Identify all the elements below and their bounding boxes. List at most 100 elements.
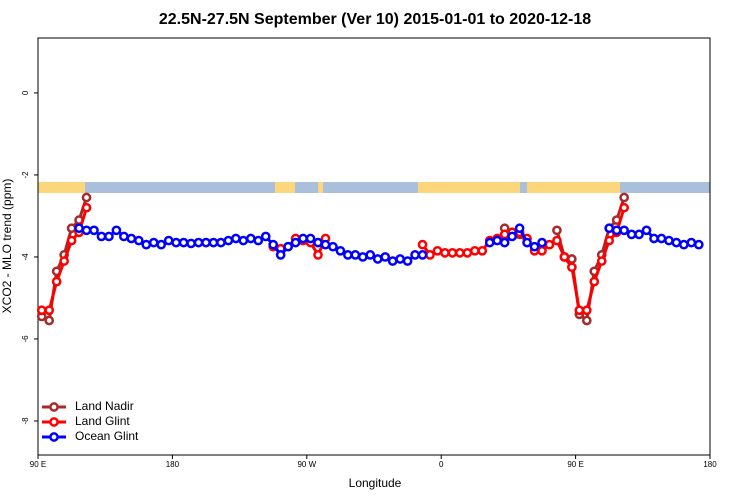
point bbox=[81, 192, 92, 203]
point bbox=[432, 245, 443, 256]
point bbox=[552, 225, 562, 236]
point bbox=[499, 237, 510, 248]
point bbox=[193, 237, 204, 248]
mask-land bbox=[527, 182, 620, 193]
point bbox=[626, 229, 637, 240]
x-tick-label: 90 E bbox=[567, 460, 583, 469]
point bbox=[290, 237, 301, 248]
point bbox=[216, 237, 226, 248]
point bbox=[440, 248, 450, 258]
point bbox=[552, 235, 562, 246]
point bbox=[417, 250, 428, 260]
point bbox=[537, 237, 547, 248]
point bbox=[178, 237, 189, 248]
point bbox=[81, 202, 92, 213]
point bbox=[357, 252, 368, 262]
point bbox=[619, 192, 629, 203]
point bbox=[537, 245, 547, 256]
point bbox=[693, 239, 704, 250]
point bbox=[313, 237, 323, 248]
point bbox=[462, 248, 473, 258]
x-axis-label: Longitude bbox=[349, 476, 402, 490]
point bbox=[186, 238, 196, 249]
y-tick-label: -8 bbox=[21, 417, 30, 425]
point bbox=[44, 315, 55, 326]
point bbox=[208, 237, 219, 248]
point bbox=[268, 239, 279, 250]
point bbox=[395, 254, 405, 264]
point bbox=[133, 235, 144, 246]
point bbox=[387, 256, 398, 266]
point bbox=[343, 250, 353, 260]
mask-land bbox=[275, 182, 295, 193]
point bbox=[604, 235, 615, 246]
legend-label: Ocean Glint bbox=[75, 429, 139, 443]
point bbox=[484, 237, 495, 248]
point bbox=[171, 237, 181, 248]
mask-land bbox=[318, 182, 323, 193]
point bbox=[596, 256, 607, 266]
point bbox=[604, 223, 615, 234]
point bbox=[589, 276, 600, 287]
y-tick-label: -6 bbox=[21, 335, 30, 343]
point bbox=[469, 245, 480, 256]
x-tick-label: 180 bbox=[703, 460, 717, 469]
point bbox=[380, 252, 391, 262]
mask-ocean bbox=[38, 182, 710, 193]
x-tick-label: 0 bbox=[439, 460, 444, 469]
legend-marker bbox=[49, 402, 59, 412]
x-tick-label: 90 E bbox=[30, 460, 46, 469]
point bbox=[44, 305, 55, 316]
point bbox=[275, 250, 286, 260]
point bbox=[574, 305, 585, 316]
point bbox=[410, 250, 420, 260]
series-line bbox=[41, 197, 626, 324]
point bbox=[679, 239, 689, 250]
point bbox=[126, 233, 137, 244]
legend-marker bbox=[49, 417, 59, 427]
point bbox=[104, 231, 114, 242]
point bbox=[477, 245, 488, 256]
point bbox=[148, 237, 159, 248]
point bbox=[59, 256, 69, 266]
y-tick-label: -4 bbox=[21, 253, 30, 261]
point bbox=[201, 237, 211, 248]
point bbox=[305, 233, 316, 244]
mask-land bbox=[418, 182, 520, 193]
point bbox=[328, 241, 338, 252]
legend-label: Land Glint bbox=[75, 414, 130, 428]
point bbox=[51, 276, 62, 287]
point bbox=[365, 250, 376, 260]
point bbox=[320, 239, 331, 250]
plot-frame bbox=[37, 37, 711, 456]
point bbox=[372, 254, 383, 264]
point bbox=[567, 262, 577, 273]
point bbox=[245, 233, 256, 244]
point bbox=[529, 241, 540, 252]
point bbox=[163, 235, 174, 246]
point bbox=[581, 315, 592, 326]
legend-marker bbox=[49, 432, 59, 442]
point bbox=[447, 248, 458, 258]
point bbox=[499, 229, 510, 240]
point bbox=[111, 225, 122, 236]
point bbox=[66, 223, 77, 234]
point bbox=[313, 250, 323, 260]
point bbox=[298, 233, 308, 244]
legend-label: Land Nadir bbox=[75, 399, 134, 413]
point bbox=[402, 256, 413, 266]
point bbox=[253, 235, 264, 246]
point bbox=[514, 223, 525, 234]
y-axis-label: XCO2 - MLO trend (ppm) bbox=[0, 179, 14, 314]
point bbox=[656, 233, 667, 244]
point bbox=[664, 235, 674, 246]
y-tick-label: 0 bbox=[21, 90, 30, 95]
point bbox=[507, 231, 517, 242]
point bbox=[96, 231, 107, 242]
point bbox=[223, 235, 234, 246]
point bbox=[559, 252, 570, 262]
point bbox=[611, 225, 622, 236]
point bbox=[350, 250, 361, 260]
point bbox=[81, 225, 92, 236]
